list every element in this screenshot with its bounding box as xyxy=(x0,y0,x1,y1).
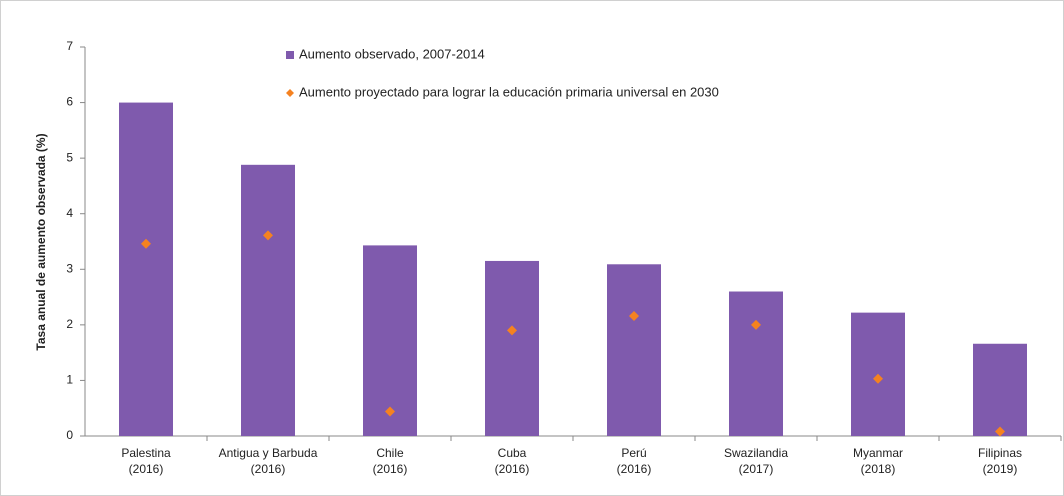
legend-swatch xyxy=(286,89,294,97)
y-tick-label: 5 xyxy=(66,150,73,164)
diamond-marker xyxy=(751,319,761,330)
y-tick-label: 1 xyxy=(66,373,73,387)
diamond-marker xyxy=(385,406,395,417)
bar xyxy=(119,102,173,437)
diamond-marker xyxy=(263,230,273,241)
bar xyxy=(729,291,783,436)
x-tick-label: (2019) xyxy=(983,462,1018,476)
y-tick-label: 7 xyxy=(66,39,73,53)
bar xyxy=(363,245,417,436)
x-tick-label: Myanmar xyxy=(853,446,903,460)
x-tick-label: Swazilandia xyxy=(724,446,788,460)
x-tick-label: (2016) xyxy=(129,462,164,476)
x-tick-label: Filipinas xyxy=(978,446,1022,460)
x-tick-label: Palestina xyxy=(121,446,171,460)
x-tick-label: Chile xyxy=(376,446,404,460)
x-tick-label: (2016) xyxy=(495,462,530,476)
y-tick-label: 0 xyxy=(66,428,73,442)
x-tick-label: Perú xyxy=(621,446,646,460)
bar xyxy=(241,164,295,436)
legend-label: Aumento proyectado para lograr la educac… xyxy=(299,84,719,99)
legend-label: Aumento observado, 2007-2014 xyxy=(299,46,485,61)
bar xyxy=(607,264,661,436)
diamond-marker xyxy=(873,373,883,384)
legend-swatch xyxy=(286,51,294,59)
x-tick-label: (2018) xyxy=(861,462,896,476)
x-tick-label: (2016) xyxy=(251,462,286,476)
bar xyxy=(973,343,1027,436)
bar xyxy=(485,260,539,436)
y-tick-label: 4 xyxy=(66,206,73,220)
x-tick-label: (2016) xyxy=(373,462,408,476)
diamond-marker xyxy=(507,325,517,336)
diamond-marker xyxy=(141,238,151,249)
x-tick-label: Cuba xyxy=(498,446,527,460)
y-axis-label: Tasa anual de aumento observada (%) xyxy=(34,133,48,350)
y-tick-label: 3 xyxy=(66,261,73,275)
diamond-marker xyxy=(995,426,1005,437)
diamond-marker xyxy=(629,310,639,321)
y-tick-label: 6 xyxy=(66,95,73,109)
y-tick-label: 2 xyxy=(66,317,73,331)
x-tick-label: (2016) xyxy=(617,462,652,476)
x-tick-label: Antigua y Barbuda xyxy=(219,446,318,460)
x-tick-label: (2017) xyxy=(739,462,774,476)
